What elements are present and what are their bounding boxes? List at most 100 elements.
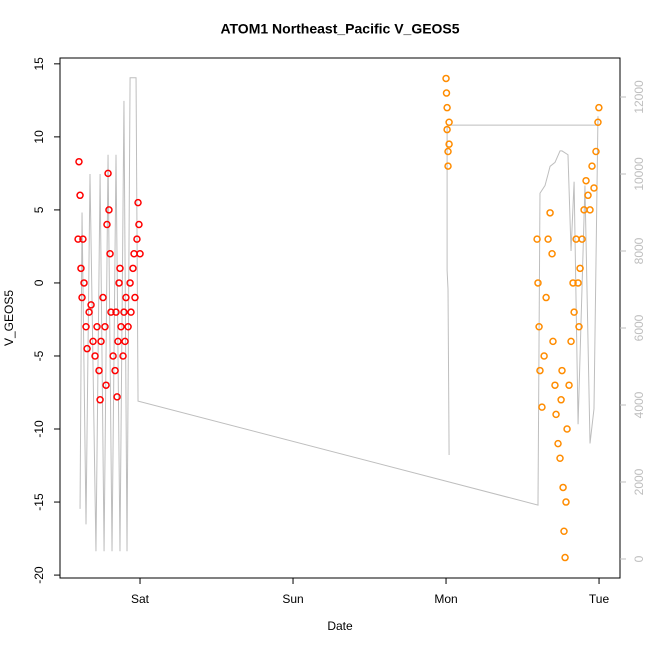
point xyxy=(113,393,121,401)
point xyxy=(106,249,114,258)
point xyxy=(116,264,124,273)
point xyxy=(569,279,577,287)
y-tick-label: 15 xyxy=(32,57,46,71)
point xyxy=(107,308,115,316)
point xyxy=(595,103,603,112)
point xyxy=(442,74,450,83)
point xyxy=(124,323,132,331)
point xyxy=(542,293,550,302)
point xyxy=(104,169,112,178)
y-tick-label: 0 xyxy=(32,279,46,286)
point xyxy=(533,235,541,243)
y2-tick-label: 6000 xyxy=(632,314,646,341)
point xyxy=(74,235,82,243)
x-tick-label: Mon xyxy=(434,592,457,606)
point xyxy=(121,337,129,346)
point xyxy=(91,352,99,360)
point xyxy=(117,323,125,331)
point xyxy=(93,323,101,331)
y2-tick-label: 12000 xyxy=(632,80,646,114)
point xyxy=(574,279,582,287)
point xyxy=(565,381,573,389)
point xyxy=(562,498,570,506)
point xyxy=(584,191,592,200)
point xyxy=(576,264,584,273)
point xyxy=(590,184,598,192)
x-tick-label: Sun xyxy=(282,592,303,606)
point xyxy=(120,308,128,316)
altitude-line xyxy=(79,77,599,552)
point xyxy=(570,308,578,316)
point xyxy=(561,553,569,562)
x-axis-label: Date xyxy=(327,619,353,633)
point xyxy=(563,425,571,433)
point xyxy=(546,209,554,217)
point xyxy=(114,337,122,346)
point xyxy=(82,323,90,331)
point xyxy=(556,454,564,462)
point xyxy=(551,381,559,389)
point xyxy=(558,366,566,375)
point xyxy=(136,249,144,258)
y2-tick-label: 2000 xyxy=(632,468,646,495)
y2-tick-label: 4000 xyxy=(632,391,646,418)
point xyxy=(557,396,565,404)
point xyxy=(548,249,556,258)
point xyxy=(131,293,139,302)
point xyxy=(78,293,86,302)
point xyxy=(112,308,120,316)
point xyxy=(559,483,567,492)
point xyxy=(133,235,141,243)
point xyxy=(101,323,109,331)
point xyxy=(109,352,117,360)
y-tick-label: -10 xyxy=(32,420,46,438)
y-tick-label: -20 xyxy=(32,566,46,584)
point xyxy=(445,140,453,148)
point xyxy=(122,293,130,302)
point xyxy=(89,337,97,346)
point xyxy=(79,235,87,243)
point xyxy=(444,162,452,170)
y-tick-label: -5 xyxy=(32,350,46,361)
point xyxy=(127,308,135,316)
point xyxy=(119,352,127,360)
point xyxy=(535,323,543,331)
point xyxy=(87,301,95,309)
point xyxy=(134,198,142,207)
point xyxy=(549,337,557,346)
point xyxy=(540,352,548,360)
point xyxy=(552,410,560,419)
point xyxy=(445,118,453,127)
point xyxy=(103,220,111,229)
point xyxy=(111,366,119,375)
y-axis-label: V_GEOS5 xyxy=(2,290,16,346)
point xyxy=(588,162,596,170)
y2-tick-label: 8000 xyxy=(632,237,646,264)
point xyxy=(96,396,104,404)
point xyxy=(97,337,105,346)
point xyxy=(594,118,602,127)
point xyxy=(76,191,84,200)
point xyxy=(443,103,451,112)
point xyxy=(443,125,451,134)
point xyxy=(99,293,107,302)
point xyxy=(85,308,93,316)
point xyxy=(129,264,137,273)
point xyxy=(554,439,562,448)
point xyxy=(105,206,113,214)
y-tick-label: 5 xyxy=(32,206,46,213)
x-tick-label: Sat xyxy=(131,592,150,606)
point xyxy=(560,527,568,536)
point xyxy=(536,366,544,375)
point xyxy=(102,381,110,389)
point xyxy=(578,235,586,243)
point xyxy=(126,279,134,287)
point xyxy=(575,323,583,331)
point xyxy=(444,147,452,156)
point xyxy=(534,279,542,287)
point xyxy=(75,157,83,166)
point xyxy=(80,279,88,287)
y-tick-label: -15 xyxy=(32,493,46,511)
